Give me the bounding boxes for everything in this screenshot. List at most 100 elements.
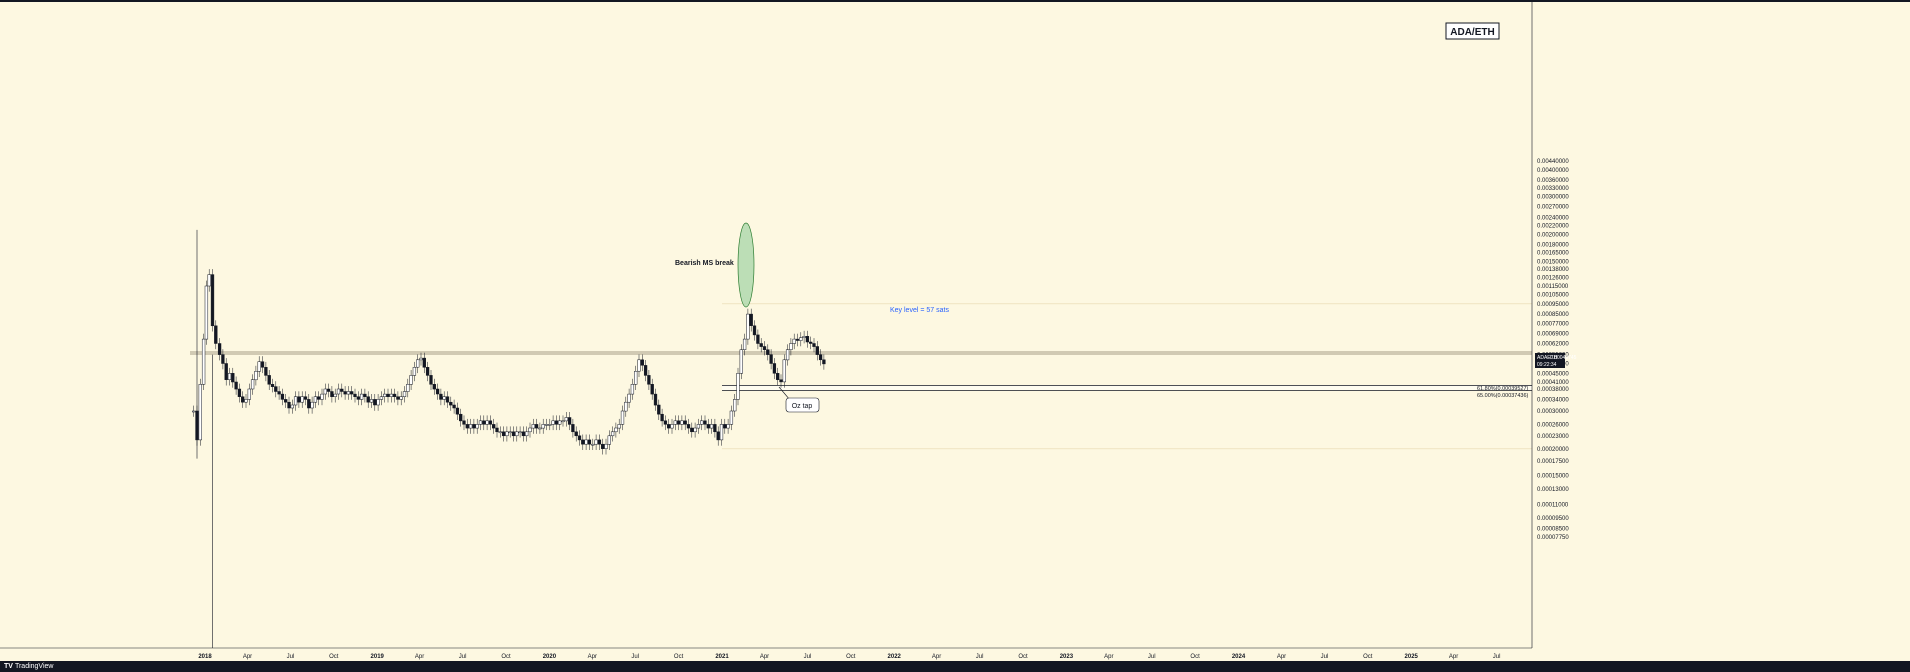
candle-body bbox=[802, 336, 806, 338]
candle-body bbox=[231, 373, 235, 383]
candle-body bbox=[244, 399, 248, 403]
current-price-countdown: 09:22:34 bbox=[1537, 362, 1557, 368]
candle-body bbox=[676, 420, 681, 425]
candle-body bbox=[465, 424, 469, 429]
price-tick-label: 0.00013000 bbox=[1537, 487, 1569, 493]
candle-body bbox=[396, 396, 400, 400]
candle-body bbox=[789, 343, 793, 350]
candle-body bbox=[558, 420, 562, 425]
price-tick-label: 0.00180000 bbox=[1537, 242, 1569, 248]
candle-body bbox=[287, 401, 291, 409]
candle-body bbox=[680, 420, 684, 425]
price-tick-label: 0.00400000 bbox=[1537, 168, 1569, 174]
candle-body bbox=[746, 313, 750, 340]
candle-body bbox=[326, 388, 331, 392]
key-level-zone bbox=[190, 351, 1532, 355]
price-tick-label: 0.00038000 bbox=[1537, 387, 1569, 393]
candle-body bbox=[369, 399, 374, 403]
candle-body bbox=[274, 386, 278, 392]
candle-body bbox=[455, 407, 460, 415]
candles-layer bbox=[192, 229, 826, 648]
price-tick-label: 0.00017500 bbox=[1537, 459, 1569, 465]
candle-body bbox=[445, 396, 450, 403]
candle-body bbox=[217, 343, 222, 355]
candle-body bbox=[624, 401, 628, 412]
top-border bbox=[0, 0, 1910, 2]
candle-body bbox=[795, 338, 800, 341]
candle-body bbox=[501, 431, 506, 437]
candle-body bbox=[805, 336, 810, 343]
candle-body bbox=[650, 384, 654, 395]
candle-body bbox=[729, 410, 734, 425]
candle-body bbox=[587, 439, 592, 445]
candle-body bbox=[201, 338, 206, 385]
price-tick-label: 0.00200000 bbox=[1537, 233, 1569, 239]
candle-body bbox=[340, 388, 344, 392]
candle-body bbox=[383, 393, 387, 397]
price-tick-label: 0.00023000 bbox=[1537, 434, 1569, 440]
price-tick-label: 0.00062000 bbox=[1537, 342, 1569, 348]
price-tick-label: 0.00026000 bbox=[1537, 422, 1569, 428]
candle-body bbox=[667, 424, 671, 429]
candle-body bbox=[290, 404, 294, 409]
candle-body bbox=[475, 424, 479, 429]
candle-body bbox=[406, 384, 410, 392]
candle-body bbox=[379, 396, 384, 400]
candle-body bbox=[601, 443, 605, 449]
candle-body bbox=[627, 393, 631, 403]
price-tick-label: 0.00300000 bbox=[1537, 195, 1569, 201]
candle-body bbox=[551, 420, 555, 425]
current-price-label: ADAETH 0.00049745 09:22:34 bbox=[1535, 353, 1577, 368]
price-tick-label: 0.00115000 bbox=[1537, 284, 1569, 290]
price-tick-label: 0.00095000 bbox=[1537, 302, 1569, 308]
candle-body bbox=[392, 393, 397, 397]
candle-body bbox=[643, 365, 648, 376]
candle-body bbox=[221, 354, 225, 364]
candle-body bbox=[373, 399, 377, 406]
candle-body bbox=[703, 420, 707, 425]
candle-body bbox=[584, 439, 588, 445]
candle-body bbox=[561, 420, 565, 423]
candle-body bbox=[597, 439, 602, 445]
candle-body bbox=[759, 343, 763, 347]
candle-body bbox=[634, 371, 638, 385]
candle-body bbox=[577, 435, 582, 441]
candle-body bbox=[508, 431, 512, 434]
time-tick-label: Apr bbox=[588, 654, 597, 660]
fib-zone bbox=[722, 385, 1532, 391]
candle-body bbox=[515, 431, 519, 437]
candle-body bbox=[270, 384, 275, 387]
candle-body bbox=[363, 393, 367, 397]
time-tick-label: 2020 bbox=[543, 654, 557, 660]
candle-body bbox=[518, 431, 522, 434]
candle-body bbox=[399, 396, 403, 400]
candle-body bbox=[198, 384, 202, 441]
time-tick-label: Jul bbox=[287, 654, 295, 660]
candle-body bbox=[320, 393, 324, 400]
current-price-box bbox=[1535, 353, 1565, 368]
candle-body bbox=[356, 396, 360, 400]
price-tick-label: 0.00020000 bbox=[1537, 447, 1569, 453]
candle-body bbox=[782, 359, 786, 383]
candle-body bbox=[673, 420, 677, 425]
time-tick-label: Oct bbox=[674, 654, 684, 660]
tradingview-mark-icon: TV bbox=[4, 663, 13, 670]
candle-body bbox=[425, 367, 430, 376]
candle-body bbox=[310, 401, 314, 409]
candle-body bbox=[541, 424, 545, 429]
candle-body bbox=[809, 341, 813, 344]
candle-body bbox=[343, 391, 347, 395]
candle-body bbox=[422, 357, 426, 368]
candle-body bbox=[376, 399, 380, 406]
candle-body bbox=[700, 420, 704, 425]
candle-body bbox=[317, 396, 321, 400]
candle-body bbox=[607, 435, 611, 445]
candle-body bbox=[366, 396, 370, 403]
candle-body bbox=[488, 420, 493, 425]
time-tick-label: Oct bbox=[1018, 654, 1028, 660]
candle-body bbox=[485, 420, 489, 425]
oz-tap-callout bbox=[785, 397, 820, 413]
tradingview-logo[interactable]: TV TradingView bbox=[4, 662, 53, 671]
candle-body bbox=[617, 424, 621, 429]
